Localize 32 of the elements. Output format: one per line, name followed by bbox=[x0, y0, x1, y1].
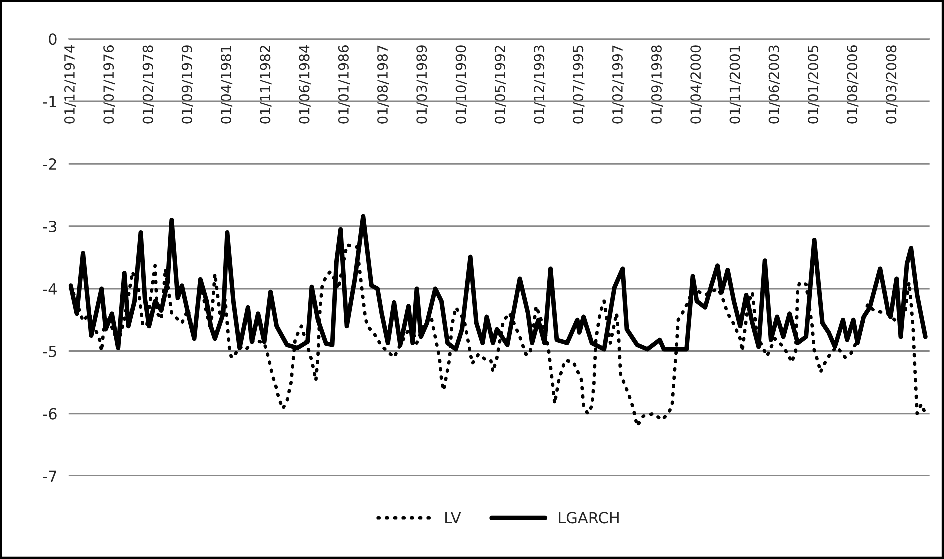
x-tick-label: 01/08/2006 bbox=[847, 46, 859, 124]
y-tick-label: -1 bbox=[43, 96, 56, 108]
legend-label: LGARCH bbox=[559, 512, 619, 524]
x-tick-label: 01/03/1989 bbox=[416, 46, 428, 124]
x-tick-label: 01/07/1976 bbox=[104, 46, 116, 124]
x-tick-label: 01/05/1992 bbox=[494, 46, 506, 124]
x-tick-label: 01/08/1987 bbox=[377, 46, 390, 124]
x-tick-label: 01/11/1982 bbox=[260, 46, 272, 124]
x-tick-label: 01/07/1995 bbox=[573, 46, 585, 124]
x-tick-label: 01/01/2005 bbox=[808, 46, 820, 124]
y-tick-label: -3 bbox=[43, 220, 57, 232]
x-tick-label: 01/01/1986 bbox=[338, 46, 350, 124]
x-tick-label: 01/06/1984 bbox=[299, 45, 311, 124]
y-tick-label: -5 bbox=[43, 346, 56, 358]
y-tick-label: -2 bbox=[43, 158, 56, 170]
x-tick-label: 01/10/1990 bbox=[456, 46, 468, 124]
x-tick-label: 01/02/1997 bbox=[612, 46, 624, 124]
y-tick-label: -4 bbox=[43, 284, 57, 295]
x-tick-label: 01/02/1978 bbox=[142, 46, 154, 124]
y-tick-label: 0 bbox=[49, 34, 57, 46]
x-tick-label: 01/06/2003 bbox=[768, 46, 780, 124]
x-tick-label: 01/12/1974 bbox=[64, 45, 76, 124]
x-tick-label: 01/04/2000 bbox=[690, 46, 702, 124]
y-tick-label: -6 bbox=[43, 408, 57, 420]
y-tick-label: -7 bbox=[43, 470, 56, 482]
legend-label: LV bbox=[446, 512, 462, 524]
x-tick-label: 01/04/1981 bbox=[220, 46, 233, 124]
x-tick-label: 01/09/1979 bbox=[182, 46, 194, 124]
x-tick-label: 01/09/1998 bbox=[651, 46, 664, 124]
x-tick-label: 01/12/1993 bbox=[534, 46, 546, 124]
x-tick-label: 01/03/2008 bbox=[886, 46, 898, 124]
x-tick-label: 01/11/2001 bbox=[730, 46, 742, 124]
